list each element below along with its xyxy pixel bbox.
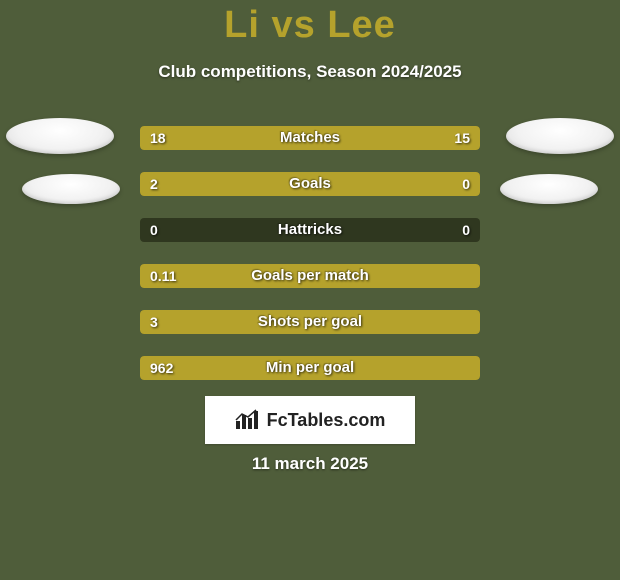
brand-text: FcTables.com bbox=[267, 410, 386, 431]
stat-row: 3Shots per goal bbox=[140, 310, 480, 334]
stat-row: 962Min per goal bbox=[140, 356, 480, 380]
stat-bars: 1815Matches 20Goals 0 0Hattricks 0.11Goals p… bbox=[140, 126, 480, 380]
page-title: Li vs Lee bbox=[0, 4, 620, 47]
player-right-photo-1 bbox=[506, 118, 614, 154]
stat-left-fill bbox=[140, 172, 398, 196]
bar-chart-icon bbox=[235, 409, 261, 431]
comparison-card: Li vs Lee Club competitions, Season 2024… bbox=[0, 0, 620, 580]
stat-right-value: 0 bbox=[462, 218, 470, 242]
stat-right-fill bbox=[398, 172, 480, 196]
stat-right-fill bbox=[325, 126, 480, 150]
stat-label: Hattricks bbox=[140, 218, 480, 242]
player-right-photo-2 bbox=[500, 174, 598, 204]
stat-row: 0 0Hattricks bbox=[140, 218, 480, 242]
subtitle: Club competitions, Season 2024/2025 bbox=[0, 62, 620, 82]
stat-row: 20Goals bbox=[140, 172, 480, 196]
stat-row: 1815Matches bbox=[140, 126, 480, 150]
stat-left-fill bbox=[140, 264, 480, 288]
brand-box: FcTables.com bbox=[205, 396, 415, 444]
stat-left-value: 0 bbox=[150, 218, 158, 242]
player-left-photo-1 bbox=[6, 118, 114, 154]
stat-left-fill bbox=[140, 310, 480, 334]
stat-row: 0.11Goals per match bbox=[140, 264, 480, 288]
stat-left-fill bbox=[140, 356, 480, 380]
stat-left-fill bbox=[140, 126, 325, 150]
date-label: 11 march 2025 bbox=[0, 454, 620, 474]
player-left-photo-2 bbox=[22, 174, 120, 204]
